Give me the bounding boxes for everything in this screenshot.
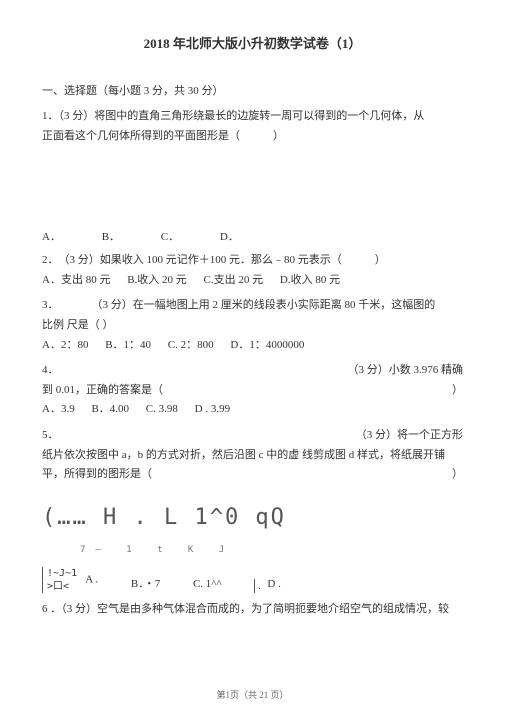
q5-options: !~J~1 >口< A . B．・7 C. 1^^ . D . xyxy=(42,567,463,593)
q6-line-1: 6 ．（3 分）空气是由多种气体混合而成的，为了简明扼要地介绍空气的组成情况，较 xyxy=(42,601,463,619)
question-4: 4． （3 分）小数 3.976 精确 到 0.01，正确的答案是（ ） A．3… xyxy=(42,362,463,419)
q4-line-2-end: ） xyxy=(452,382,463,400)
page-title: 2018 年北师大版小升初数学试卷（1） xyxy=(42,34,463,55)
q3-line-2: 比例 尺是（ ） xyxy=(42,317,463,335)
q5-line-3: 平，所得到的图形是（ ） xyxy=(42,466,463,484)
question-3: 3． （3 分）在一幅地图上用 2 厘米的线段表小实际距离 80 千米，这幅图的… xyxy=(42,297,463,354)
q4-stem-right: （3 分）小数 3.976 精确 xyxy=(348,362,464,380)
question-6: 6 ．（3 分）空气是由多种气体混合而成的，为了简明扼要地介绍空气的组成情况，较 xyxy=(42,601,463,619)
q1-opt-a: A． xyxy=(42,229,61,247)
section-header-1: 一、选择题（每小题 3 分，共 30 分） xyxy=(42,83,463,101)
page-footer: 第1页（共 21 页） xyxy=(0,688,505,702)
q3-opt-d: D．1：4000000 xyxy=(230,337,304,355)
question-5: 5． （3 分）将一个正方形 纸片依次按图中 a，b 的方式对折，然后沿图 c … xyxy=(42,427,463,593)
q5-opt-b: B．・7 xyxy=(131,576,160,594)
q5-opt-a-label: A . xyxy=(85,574,98,586)
q4-opt-c: C. 3.98 xyxy=(146,401,178,419)
q5-num: 5． xyxy=(42,429,59,441)
q5-line-2: 纸片依次按图中 a，b 的方式对折，然后沿图 c 中的虚 线剪成图 d 样式，将… xyxy=(42,447,463,465)
q2-options: A．支出 80 元 B.收入 20 元 C.支出 20 元 D.收入 80 元 xyxy=(42,272,463,290)
q4-opt-a: A．3.9 xyxy=(42,401,75,419)
question-2: 2． （3 分）如果收入 100 元记作＋100 元．那么﹣80 元表示（ ） … xyxy=(42,252,463,289)
q1-options: A． B． C． D． xyxy=(42,229,463,247)
q1-line-2: 正面看这个几何体所得到的平面图形是（ ） xyxy=(42,128,463,146)
q5-d-icon: . xyxy=(254,579,260,593)
q5-art-text: (…… H . L 1^0 qQ xyxy=(42,505,286,530)
q4-num: 4． xyxy=(42,364,59,376)
question-1: 1．（3 分）将图中的直角三角形绕最长的边旋转一周可以得到的一个几何体，从 正面… xyxy=(42,108,463,145)
q1-line-1: 1．（3 分）将图中的直角三角形绕最长的边旋转一周可以得到的一个几何体，从 xyxy=(42,108,463,126)
q5-line-3-end: ） xyxy=(452,466,463,484)
figure-placeholder-q1 xyxy=(42,154,463,229)
q5-ascii-art: (…… H . L 1^0 qQ xyxy=(42,500,463,535)
q4-opt-d: D . 3.99 xyxy=(195,401,230,419)
q5-art-sub: 7— 1 t K J xyxy=(80,543,463,557)
q2-opt-d: D.收入 80 元 xyxy=(280,272,340,290)
q5-line-1: 5． （3 分）将一个正方形 xyxy=(42,427,463,445)
q3-options: A．2：80 B．1：40 C. 2：800 D．1：4000000 xyxy=(42,337,463,355)
q1-opt-d: D． xyxy=(220,229,239,247)
q1-opt-b: B． xyxy=(102,229,120,247)
q5-b1: !~J~1 xyxy=(47,568,77,579)
q2-line-1: 2． （3 分）如果收入 100 元记作＋100 元．那么﹣80 元表示（ ） xyxy=(42,252,463,270)
q5-b2: >口< xyxy=(47,581,69,592)
q4-options: A．3.9 B．4.00 C. 3.98 D . 3.99 xyxy=(42,401,463,419)
q3-opt-c: C. 2：800 xyxy=(168,337,214,355)
q5-opt-c: C. 1^^ xyxy=(193,576,222,594)
q3-opt-a: A．2：80 xyxy=(42,337,88,355)
q5-opt-d-label: D . xyxy=(267,578,280,590)
q5-opt-d: . D . xyxy=(254,576,280,594)
q2-opt-c: C.支出 20 元 xyxy=(204,272,264,290)
q4-line-1: 4． （3 分）小数 3.976 精确 xyxy=(42,362,463,380)
q5-bracket-icon: !~J~1 >口< xyxy=(42,567,77,593)
q3-opt-b: B．1：40 xyxy=(105,337,151,355)
q1-opt-c: C． xyxy=(161,229,179,247)
q4-opt-b: B．4.00 xyxy=(91,401,129,419)
q5-stem-right: （3 分）将一个正方形 xyxy=(356,427,463,445)
q5-line-3-text: 平，所得到的图形是（ xyxy=(42,468,152,480)
q4-line-2: 到 0.01，正确的答案是（ ） xyxy=(42,382,463,400)
q4-line-2-text: 到 0.01，正确的答案是（ xyxy=(42,384,163,396)
q2-opt-a: A．支出 80 元 xyxy=(42,272,110,290)
q3-line-1: 3． （3 分）在一幅地图上用 2 厘米的线段表小实际距离 80 千米，这幅图的 xyxy=(42,297,463,315)
q5-opt-a: !~J~1 >口< A . xyxy=(42,567,98,593)
q2-opt-b: B.收入 20 元 xyxy=(127,272,187,290)
